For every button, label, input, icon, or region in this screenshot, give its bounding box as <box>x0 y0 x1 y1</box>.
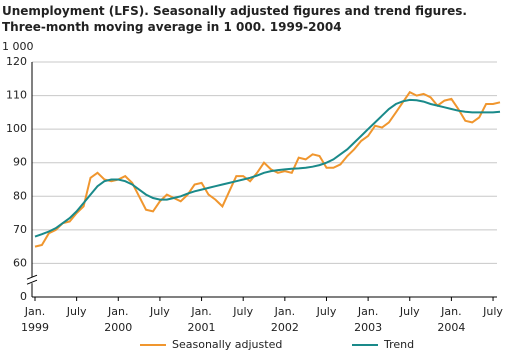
x-year-label: 2000 <box>104 321 132 334</box>
x-tick-label: Jan. <box>107 305 128 318</box>
legend-label: Trend <box>383 338 414 351</box>
y-tick-label: 80 <box>13 189 27 202</box>
x-tick-label: Jan. <box>24 305 45 318</box>
axis-break-gap <box>28 277 36 284</box>
x-tick-label: Jan. <box>440 305 461 318</box>
y-tick-label: 110 <box>6 89 27 102</box>
chart-title: Unemployment (LFS). Seasonally adjusted … <box>2 4 467 18</box>
x-tick-label: July <box>482 305 503 318</box>
x-tick-label: Jan. <box>190 305 211 318</box>
x-year-label: 2002 <box>271 321 299 334</box>
x-tick-label: July <box>232 305 253 318</box>
x-tick-label: July <box>149 305 170 318</box>
x-year-label: 2004 <box>437 321 465 334</box>
x-tick-label: July <box>316 305 337 318</box>
x-year-label: 2003 <box>354 321 382 334</box>
series-line <box>34 90 501 248</box>
x-tick-label: July <box>66 305 87 318</box>
y-tick-label: 70 <box>13 223 27 236</box>
y-tick-label: 120 <box>6 55 27 68</box>
legend-item: Seasonally adjusted <box>140 338 282 351</box>
x-year-label: 1999 <box>21 321 49 334</box>
axis-break <box>26 274 38 285</box>
x-tick-label: Jan. <box>274 305 295 318</box>
x-tick-label: Jan. <box>357 305 378 318</box>
x-tick-label: July <box>399 305 420 318</box>
y-axis-label: 1 000 <box>2 40 34 53</box>
series-line <box>34 98 501 238</box>
legend-label: Seasonally adjusted <box>172 338 282 351</box>
y-tick-label: 60 <box>13 256 27 269</box>
chart-subtitle: Three-month moving average in 1 000. 199… <box>2 20 342 34</box>
x-year-label: 2001 <box>188 321 216 334</box>
y-tick-label: 100 <box>6 122 27 135</box>
y-tick-label: 90 <box>13 156 27 169</box>
legend-item: Trend <box>352 338 414 351</box>
y-tick-label: 0 <box>20 290 27 303</box>
